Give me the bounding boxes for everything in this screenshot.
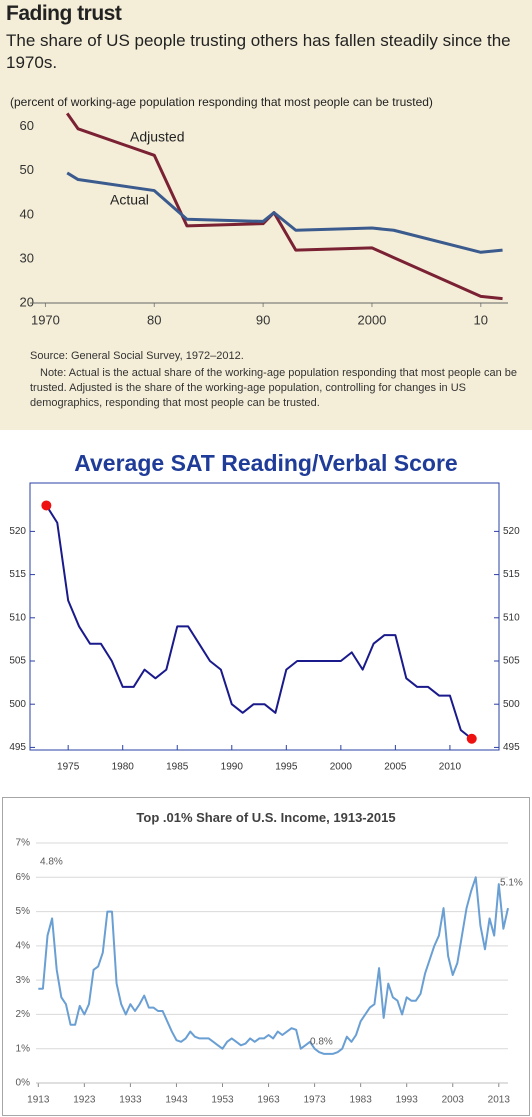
x-tick-label: 90 — [256, 312, 270, 327]
x-tick-label: 2000 — [330, 762, 353, 773]
x-tick-label: 1913 — [27, 1095, 50, 1106]
y-tick-label: 520 — [9, 526, 26, 537]
y2-tick-label: 500 — [503, 699, 520, 710]
y-tick-label: 500 — [9, 699, 26, 710]
data-line — [38, 876, 509, 1055]
y-tick-label: 50 — [20, 162, 34, 177]
data-line — [66, 171, 503, 254]
y-tick-label: 20 — [20, 294, 34, 309]
y-tick-label: 6% — [16, 872, 31, 883]
note: Note: Actual is the actual share of the … — [30, 367, 517, 409]
y-tick-label: 2% — [16, 1009, 31, 1020]
x-tick-label: 10 — [474, 312, 488, 327]
y2-tick-label: 495 — [503, 742, 520, 753]
y-tick-label: 0% — [16, 1078, 31, 1089]
y2-tick-label: 520 — [503, 526, 520, 537]
x-tick-label: 2010 — [439, 762, 462, 773]
x-tick-label: 1995 — [275, 762, 298, 773]
x-tick-label: 1975 — [57, 762, 80, 773]
series-label: Actual — [110, 192, 149, 208]
y2-tick-label: 510 — [503, 612, 520, 623]
x-tick-label: 2000 — [357, 312, 386, 327]
y-tick-label: 40 — [20, 206, 34, 221]
endpoint-marker — [41, 500, 52, 511]
y2-tick-label: 515 — [503, 569, 520, 580]
y-tick-label: 3% — [16, 975, 31, 986]
chart-subtitle: The share of US people trusting others h… — [6, 31, 511, 72]
annotation: 0.8% — [310, 1037, 333, 1048]
frame — [2, 797, 530, 1116]
annotation: 5.1% — [500, 878, 523, 889]
x-tick-label: 1933 — [119, 1095, 142, 1106]
plot-frame — [29, 482, 500, 751]
x-tick-label: 2013 — [488, 1095, 511, 1106]
x-tick-label: 2005 — [384, 762, 407, 773]
annotation: 4.8% — [40, 857, 63, 868]
chart-title: Fading trust — [6, 2, 122, 25]
y-tick-label: 7% — [16, 838, 31, 849]
y-tick-label: 1% — [16, 1043, 31, 1054]
series-label: Adjusted — [130, 129, 184, 145]
x-tick-label: 1985 — [166, 762, 189, 773]
x-tick-label: 1973 — [303, 1095, 326, 1106]
endpoint-marker — [466, 733, 477, 744]
x-tick-label: 80 — [147, 312, 161, 327]
y-tick-label: 510 — [9, 612, 26, 623]
y-tick-label: 4% — [16, 940, 31, 951]
y-tick-label: 495 — [9, 742, 26, 753]
y-tick-label: 60 — [20, 118, 34, 133]
x-tick-label: 1963 — [257, 1095, 280, 1106]
background — [0, 0, 532, 430]
y2-tick-label: 505 — [503, 656, 520, 667]
x-tick-label: 1970 — [31, 312, 60, 327]
x-tick-label: 1993 — [396, 1095, 419, 1106]
data-line — [45, 504, 473, 740]
x-tick-label: 1943 — [165, 1095, 188, 1106]
y-tick-label: 30 — [20, 250, 34, 265]
y-tick-label: 505 — [9, 656, 26, 667]
y-axis-label: (percent of working-age population respo… — [10, 95, 433, 109]
x-tick-label: 1923 — [73, 1095, 96, 1106]
chart-title: Top .01% Share of U.S. Income, 1913-2015 — [136, 810, 396, 825]
chart-title: Average SAT Reading/Verbal Score — [74, 450, 458, 476]
x-tick-label: 2003 — [442, 1095, 465, 1106]
x-tick-label: 1990 — [221, 762, 244, 773]
y-tick-label: 515 — [9, 569, 26, 580]
x-tick-label: 1953 — [211, 1095, 234, 1106]
x-tick-label: 1983 — [350, 1095, 373, 1106]
source: Source: General Social Survey, 1972–2012… — [30, 350, 244, 362]
y-tick-label: 5% — [16, 906, 31, 917]
x-tick-label: 1980 — [112, 762, 135, 773]
